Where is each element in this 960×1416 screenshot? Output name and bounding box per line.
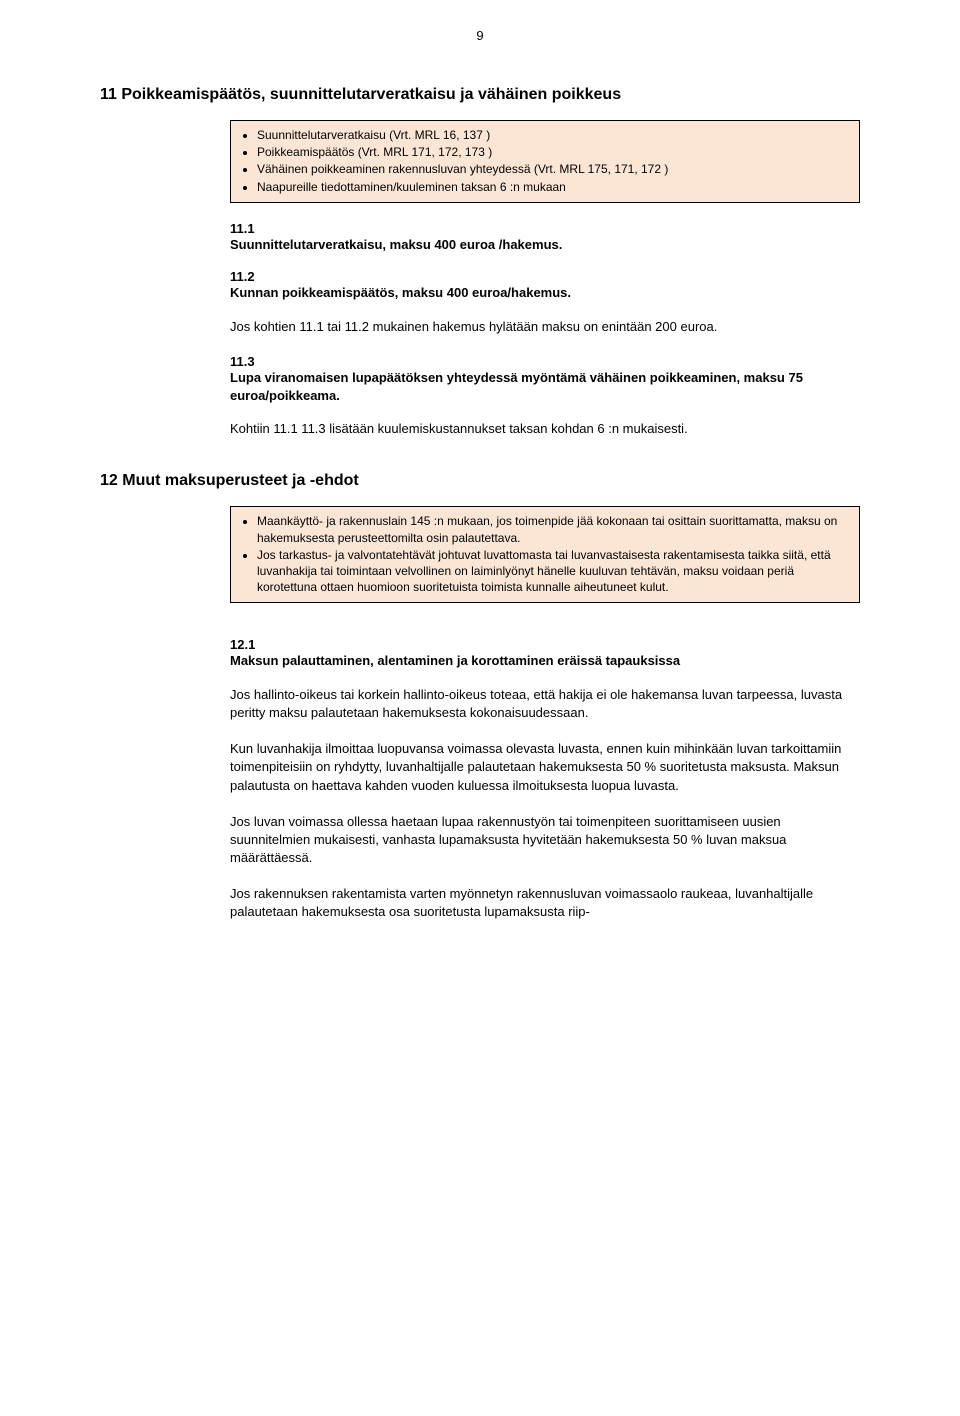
sub-11-2-number: 11.2 (230, 269, 860, 284)
section-12-content: Maankäyttö- ja rakennuslain 145 :n mukaa… (230, 506, 860, 921)
list-item: Jos tarkastus- ja valvontatehtävät johtu… (257, 547, 849, 596)
sub-12-1-title: Maksun palauttaminen, alentaminen ja kor… (230, 652, 860, 670)
section-12-p2: Kun luvanhakija ilmoittaa luopuvansa voi… (230, 740, 860, 795)
page: 9 11 Poikkeamispäätös, suunnittelutarver… (0, 0, 960, 1416)
section-11-info-box: Suunnittelutarveratkaisu (Vrt. MRL 16, 1… (230, 120, 860, 203)
sub-11-3-title: Lupa viranomaisen lupapäätöksen yhteydes… (230, 369, 860, 404)
section-12-p3: Jos luvan voimassa ollessa haetaan lupaa… (230, 813, 860, 868)
section-12-p1: Jos hallinto-oikeus tai korkein hallinto… (230, 686, 860, 722)
list-item: Poikkeamispäätös (Vrt. MRL 171, 172, 173… (257, 144, 849, 160)
sub-12-1-number: 12.1 (230, 637, 860, 652)
section-12-info-box: Maankäyttö- ja rakennuslain 145 :n mukaa… (230, 506, 860, 603)
sub-11-3-number: 11.3 (230, 354, 860, 369)
list-item: Suunnittelutarveratkaisu (Vrt. MRL 16, 1… (257, 127, 849, 143)
sub-11-1-title: Suunnittelutarveratkaisu, maksu 400 euro… (230, 236, 860, 254)
list-item: Vähäinen poikkeaminen rakennusluvan yhte… (257, 161, 849, 177)
section-11-note-2: Kohtiin 11.1 11.3 lisätään kuulemiskusta… (230, 420, 860, 438)
section-12-heading: 12 Muut maksuperusteet ja -ehdot (100, 472, 860, 490)
sub-11-1-number: 11.1 (230, 221, 860, 236)
list-item: Naapureille tiedottaminen/kuuleminen tak… (257, 179, 849, 195)
section-12-p4: Jos rakennuksen rakentamista varten myön… (230, 885, 860, 921)
page-number: 9 (476, 28, 483, 43)
section-11-content: Suunnittelutarveratkaisu (Vrt. MRL 16, 1… (230, 120, 860, 438)
section-11-note-1: Jos kohtien 11.1 tai 11.2 mukainen hakem… (230, 318, 860, 336)
list-item: Maankäyttö- ja rakennuslain 145 :n mukaa… (257, 513, 849, 545)
section-11-heading: 11 Poikkeamispäätös, suunnittelutarverat… (100, 86, 860, 104)
sub-11-2-title: Kunnan poikkeamispäätös, maksu 400 euroa… (230, 284, 860, 302)
